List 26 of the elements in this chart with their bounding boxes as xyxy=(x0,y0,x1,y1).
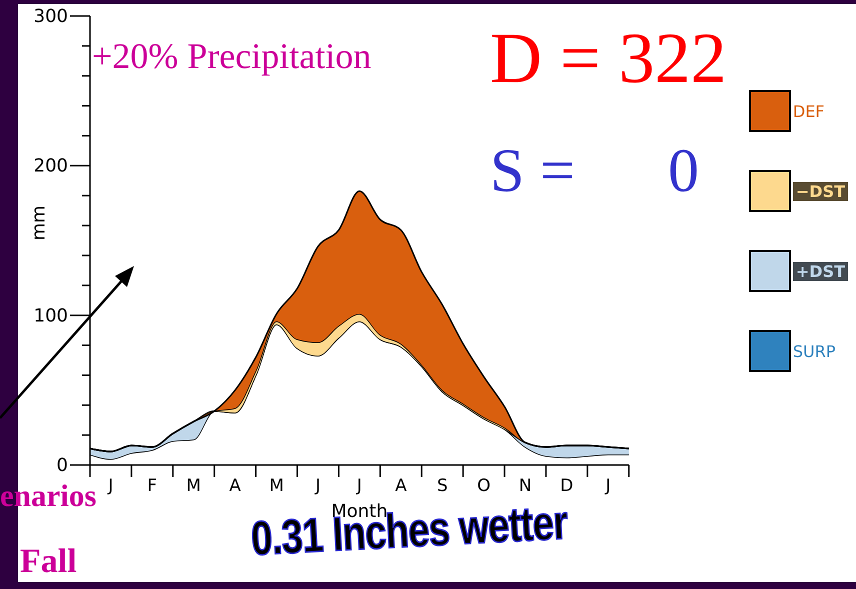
x-tick-label: O xyxy=(477,476,490,496)
annotation: +20% Precipitation xyxy=(92,36,372,76)
x-tick-label: M xyxy=(269,476,284,496)
y-tick-label: 300 xyxy=(34,6,68,27)
x-tick-label: J xyxy=(314,476,320,496)
text: DEF xyxy=(792,102,825,120)
x-tick-label: D xyxy=(560,476,574,496)
x-tick-label: F xyxy=(147,476,158,496)
x-tick-label: M xyxy=(186,476,201,496)
y-tick-label: 100 xyxy=(34,305,68,326)
x-tick-label: J xyxy=(356,476,362,496)
text: +DST xyxy=(792,262,848,280)
x-tick-label: N xyxy=(518,476,532,496)
y-tick-label: 0 xyxy=(56,455,68,476)
x-tick-label: J xyxy=(604,476,611,496)
x-tick-label: A xyxy=(395,476,408,496)
text: Fall xyxy=(20,543,77,580)
legend-label: SURP xyxy=(792,342,836,360)
x-tick-label: A xyxy=(229,476,242,496)
text: −DST xyxy=(792,182,848,200)
y-axis-title: mm xyxy=(28,205,50,240)
x-tick-label: J xyxy=(107,476,114,496)
x-tick-label: S xyxy=(436,476,448,496)
y-tick-label: 200 xyxy=(34,156,68,177)
annotation: S = 0 xyxy=(490,137,699,205)
annotation: D = 322 xyxy=(490,18,727,98)
